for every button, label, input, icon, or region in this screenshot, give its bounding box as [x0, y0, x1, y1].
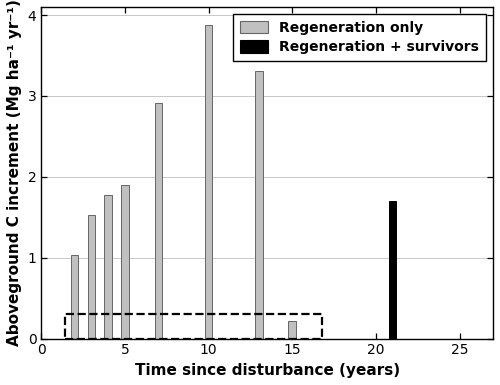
Bar — [389, 201, 396, 339]
Bar — [88, 215, 95, 339]
Legend: Regeneration only, Regeneration + survivors: Regeneration only, Regeneration + surviv… — [234, 14, 486, 61]
Bar — [71, 255, 78, 339]
Bar — [64, 315, 322, 339]
Y-axis label: Aboveground C increment (Mg ha⁻¹ yr⁻¹): Aboveground C increment (Mg ha⁻¹ yr⁻¹) — [7, 0, 22, 346]
Bar — [121, 185, 128, 339]
Bar — [255, 71, 262, 339]
X-axis label: Time since disturbance (years): Time since disturbance (years) — [134, 363, 400, 378]
Bar — [154, 103, 162, 339]
Bar — [288, 321, 296, 339]
Bar — [205, 25, 212, 339]
Bar — [104, 196, 112, 339]
